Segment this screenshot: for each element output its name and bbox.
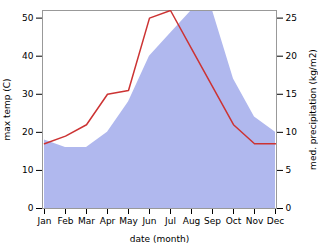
svg-text:0: 0 — [286, 203, 292, 213]
svg-text:Mar: Mar — [78, 216, 95, 226]
svg-text:Jul: Jul — [164, 216, 176, 226]
svg-text:date (month): date (month) — [130, 234, 189, 244]
svg-text:20: 20 — [286, 51, 298, 61]
svg-text:25: 25 — [286, 13, 297, 23]
svg-text:30: 30 — [22, 89, 34, 99]
svg-text:Oct: Oct — [226, 216, 242, 226]
svg-text:0: 0 — [28, 203, 34, 213]
svg-text:20: 20 — [22, 127, 34, 137]
svg-text:15: 15 — [286, 89, 297, 99]
svg-text:Dec: Dec — [267, 216, 284, 226]
svg-text:Jun: Jun — [141, 216, 156, 226]
svg-text:Jan: Jan — [37, 216, 52, 226]
svg-text:Aug: Aug — [183, 216, 201, 226]
svg-text:med. precipitation (kg/m2): med. precipitation (kg/m2) — [308, 49, 318, 170]
svg-text:Feb: Feb — [58, 216, 74, 226]
svg-text:10: 10 — [22, 165, 34, 175]
svg-text:5: 5 — [286, 165, 292, 175]
svg-text:40: 40 — [22, 51, 34, 61]
svg-text:10: 10 — [286, 127, 298, 137]
svg-text:Sep: Sep — [204, 216, 221, 226]
svg-text:Apr: Apr — [100, 216, 116, 226]
svg-text:Nov: Nov — [246, 216, 264, 226]
svg-text:May: May — [119, 216, 138, 226]
svg-text:max temp (C): max temp (C) — [2, 78, 12, 140]
svg-text:50: 50 — [22, 13, 34, 23]
